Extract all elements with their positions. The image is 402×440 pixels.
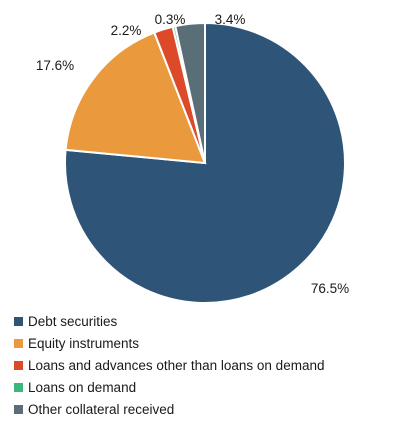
legend-swatch (14, 316, 23, 326)
data-label-loans-and-advances: 2.2% (111, 23, 142, 38)
legend-swatch (14, 382, 23, 392)
data-label-other-collateral: 3.4% (215, 12, 246, 27)
pie-slice-other-collateral (174, 21, 206, 164)
data-label-loans-on-demand: 0.3% (155, 12, 186, 27)
pie-slice-debt-securities (64, 21, 346, 304)
legend-item-other-collateral: Other collateral received (14, 398, 324, 420)
legend-label: Debt securities (28, 313, 118, 329)
pie-chart: 76.5% 17.6% 2.2% 0.3% 3.4% (36, 12, 349, 304)
legend-swatch (14, 404, 23, 414)
legend-item-loans-and-advances: Loans and advances other than loans on d… (14, 354, 324, 376)
legend: Debt securities Equity instruments Loans… (14, 310, 324, 420)
legend-label: Loans on demand (28, 379, 137, 395)
legend-swatch (14, 360, 23, 370)
data-label-equity-instruments: 17.6% (36, 58, 74, 73)
legend-swatch (14, 338, 23, 348)
legend-item-equity-instruments: Equity instruments (14, 332, 324, 354)
legend-label: Other collateral received (28, 401, 175, 417)
legend-item-loans-on-demand: Loans on demand (14, 376, 324, 398)
legend-label: Equity instruments (28, 335, 140, 351)
pie-slice-equity-instruments (64, 31, 207, 165)
data-label-debt-securities: 76.5% (311, 281, 349, 296)
legend-label: Loans and advances other than loans on d… (28, 357, 325, 373)
legend-item-debt-securities: Debt securities (14, 310, 324, 332)
pie-chart-svg: 76.5% 17.6% 2.2% 0.3% 3.4% (36, 12, 349, 304)
